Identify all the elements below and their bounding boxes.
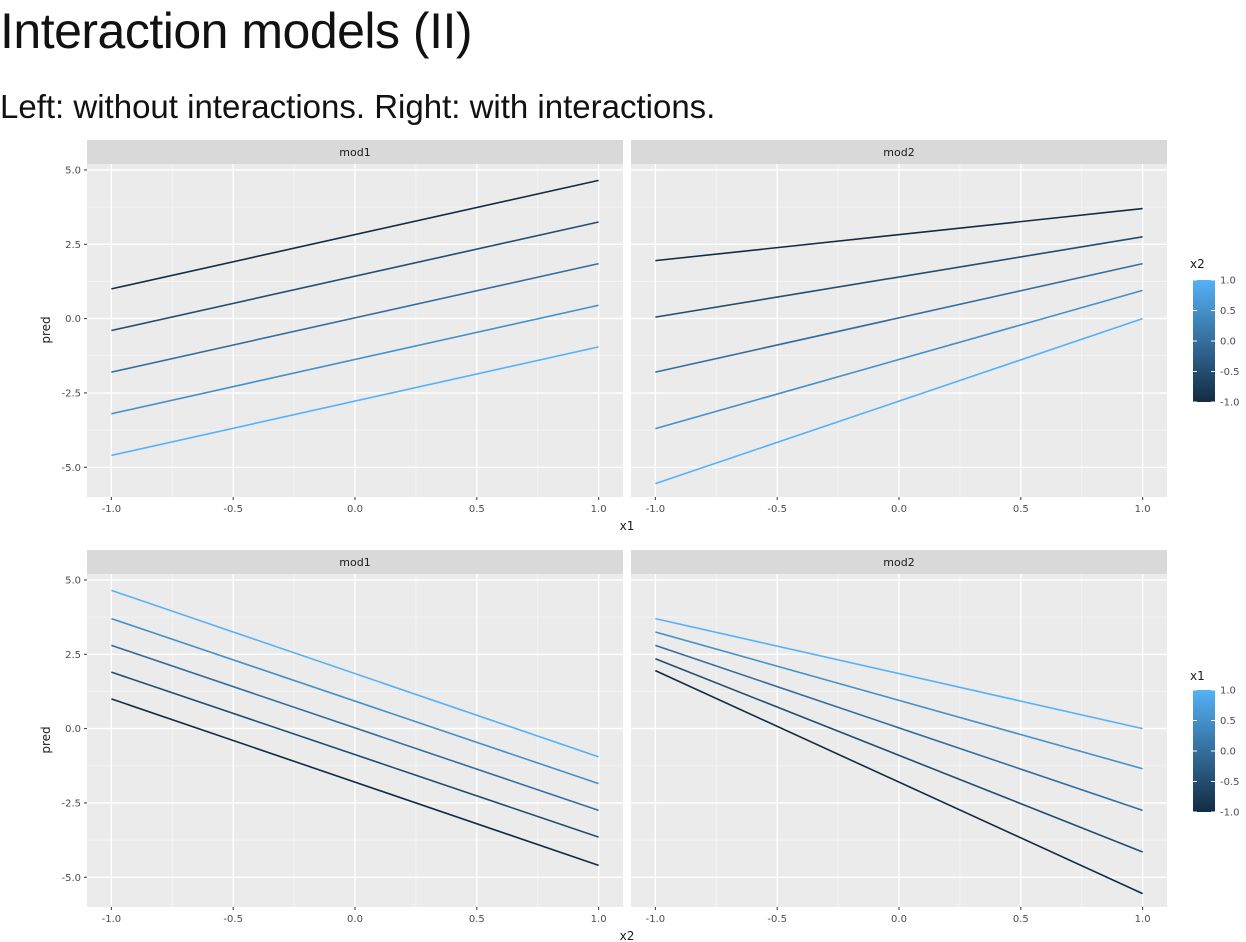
legend-tick-label: -1.0	[1220, 398, 1240, 409]
legend-tick-label: 1.0	[1220, 686, 1236, 697]
x-tick-label: -0.5	[767, 914, 787, 925]
x-tick-label: 1.0	[591, 504, 607, 515]
x-tick-label: 1.0	[591, 914, 607, 925]
series-line	[655, 657, 1143, 853]
legend-tick-label: 0.0	[1220, 747, 1236, 758]
y-tick-label: 5.0	[65, 165, 81, 176]
series-line	[655, 262, 1143, 373]
slide-subtitle: Left: without interactions. Right: with …	[0, 88, 716, 125]
x-tick-label: 0.5	[1013, 914, 1029, 925]
series-line	[111, 304, 599, 415]
series-line	[111, 262, 599, 373]
y-tick-label: 5.0	[65, 575, 81, 586]
y-tick-label: 0.0	[65, 724, 81, 735]
facet-strip-label: mod1	[339, 146, 370, 159]
x-tick-label: 0.5	[469, 914, 485, 925]
legend-title: x1	[1190, 669, 1205, 683]
y-tick-label: 0.0	[65, 314, 81, 325]
series-line	[655, 207, 1143, 262]
facet-panel-mod2: mod2 -1.0 -0.5 0.0 0.5 1.0	[631, 550, 1167, 925]
series-line	[655, 617, 1143, 730]
x-tick-label: -1.0	[646, 914, 666, 925]
facet-panel-mod1: mod1 -1.0 -0.5 0.0 0.5 1.0 5.0 2.5 0.0 -2.5 -5.0	[61, 550, 623, 925]
x-tick-label: 0.0	[347, 504, 363, 515]
legend-tick-label: -1.0	[1220, 808, 1240, 819]
facet-strip	[631, 140, 1167, 164]
series-line	[655, 289, 1143, 430]
facet-strip-label: mod2	[883, 556, 914, 569]
x-tick-label: -1.0	[102, 914, 122, 925]
y-tick-label: -2.5	[61, 798, 81, 809]
series-line	[655, 644, 1143, 812]
colorbar-legend: x2 1.0 0.5 0.0 -0.5 -1.0	[1190, 257, 1240, 409]
x-tick-label: 1.0	[1135, 504, 1151, 515]
series-line	[111, 221, 599, 332]
y-tick-label: 2.5	[65, 650, 81, 661]
facet-strip-label: mod2	[883, 146, 914, 159]
series-line	[111, 589, 599, 758]
facet-strip-label: mod1	[339, 556, 370, 569]
legend-tick-label: 1.0	[1220, 276, 1236, 287]
series-line	[111, 617, 599, 785]
legend-tick-label: -0.5	[1220, 777, 1240, 788]
x-tick-label: 0.5	[469, 504, 485, 515]
x-axis-title: x2	[620, 929, 635, 942]
legend-tick-label: 0.5	[1220, 306, 1236, 317]
series-line	[655, 236, 1143, 318]
x-tick-label: 0.0	[891, 504, 907, 515]
x-tick-label: 1.0	[1135, 914, 1151, 925]
y-tick-label: -5.0	[61, 463, 81, 474]
x-tick-label: -0.5	[223, 914, 243, 925]
series-line	[111, 671, 599, 838]
x-tick-label: 0.0	[891, 914, 907, 925]
series-line	[111, 179, 599, 290]
slide-title: Interaction models (II)	[0, 3, 473, 59]
facet-panel-mod2: mod2 -1.0 -0.5 0.0 0.5 1.0	[631, 140, 1167, 515]
colorbar	[1193, 690, 1215, 812]
colorbar-legend: x1 1.0 0.5 0.0 -0.5 -1.0	[1190, 669, 1240, 819]
series-line	[111, 698, 599, 867]
series-line	[655, 669, 1143, 895]
facet-panel-mod1: mod1 -1.0 -0.5 0.0 0.5 1.0 5.0 2.5 0.0 -2.5 -5.0	[61, 140, 623, 515]
x-tick-label: -0.5	[767, 504, 787, 515]
chart-row-2: mod1-1.0 -0.5 0.0 0.5 1.05.02.50.0-2.5-5.0mo…	[39, 550, 1240, 942]
legend-tick-label: 0.5	[1220, 716, 1236, 727]
facet-strip	[631, 550, 1167, 574]
y-axis-title: pred	[39, 726, 53, 753]
y-axis-title: pred	[39, 316, 53, 343]
chart-row-1: mod1-1.0 -0.5 0.0 0.5 1.05.02.50.0-2.5-5.0mo…	[39, 140, 1240, 533]
series-line	[111, 644, 599, 812]
x-tick-label: -1.0	[646, 504, 666, 515]
y-tick-label: -2.5	[61, 388, 81, 399]
facet-strip	[87, 550, 623, 574]
series-line	[655, 631, 1143, 770]
legend-tick-label: 0.0	[1220, 337, 1236, 348]
legend-tick-label: -0.5	[1220, 367, 1240, 378]
x-axis-title: x1	[620, 519, 635, 533]
x-tick-label: 0.0	[347, 914, 363, 925]
series-line	[111, 346, 599, 457]
x-tick-label: -1.0	[102, 504, 122, 515]
y-tick-label: 2.5	[65, 240, 81, 251]
y-tick-label: -5.0	[61, 873, 81, 884]
legend-title: x2	[1190, 257, 1205, 271]
facet-strip	[87, 140, 623, 164]
series-line	[655, 317, 1143, 485]
x-tick-label: 0.5	[1013, 504, 1029, 515]
x-tick-label: -0.5	[223, 504, 243, 515]
colorbar	[1193, 280, 1215, 402]
